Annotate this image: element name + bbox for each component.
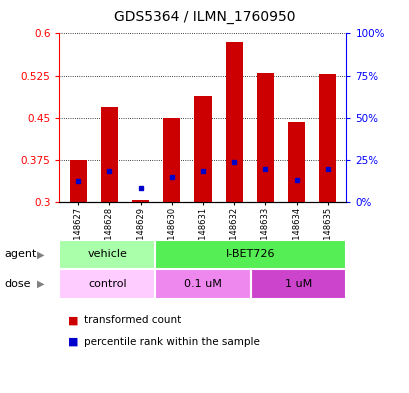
Bar (155, 240, 346, 269)
Text: dose: dose (4, 279, 31, 289)
Bar (287, 122, 304, 202)
Text: transformed count: transformed count (84, 315, 181, 325)
Bar (155, 269, 250, 299)
Bar (256, 73, 273, 202)
Text: control: control (88, 279, 126, 289)
Bar (250, 269, 346, 299)
Text: I-BET726: I-BET726 (225, 250, 275, 259)
Text: 0.1 uM: 0.1 uM (184, 279, 221, 289)
Text: agent: agent (4, 250, 36, 259)
Text: ■: ■ (67, 337, 78, 347)
Bar (132, 200, 149, 202)
Bar (163, 118, 180, 202)
Bar (194, 97, 211, 202)
Text: percentile rank within the sample: percentile rank within the sample (84, 337, 259, 347)
Bar (70, 160, 87, 202)
Text: ▶: ▶ (37, 279, 45, 289)
Text: vehicle: vehicle (87, 250, 127, 259)
Text: GDS5364 / ILMN_1760950: GDS5364 / ILMN_1760950 (114, 10, 295, 24)
Text: 1 uM: 1 uM (284, 279, 312, 289)
Text: ▶: ▶ (37, 250, 45, 259)
Text: ■: ■ (67, 315, 78, 325)
Bar (318, 74, 335, 202)
Bar (59, 269, 155, 299)
Bar (59, 240, 155, 269)
Bar (101, 107, 118, 202)
Bar (225, 42, 242, 202)
